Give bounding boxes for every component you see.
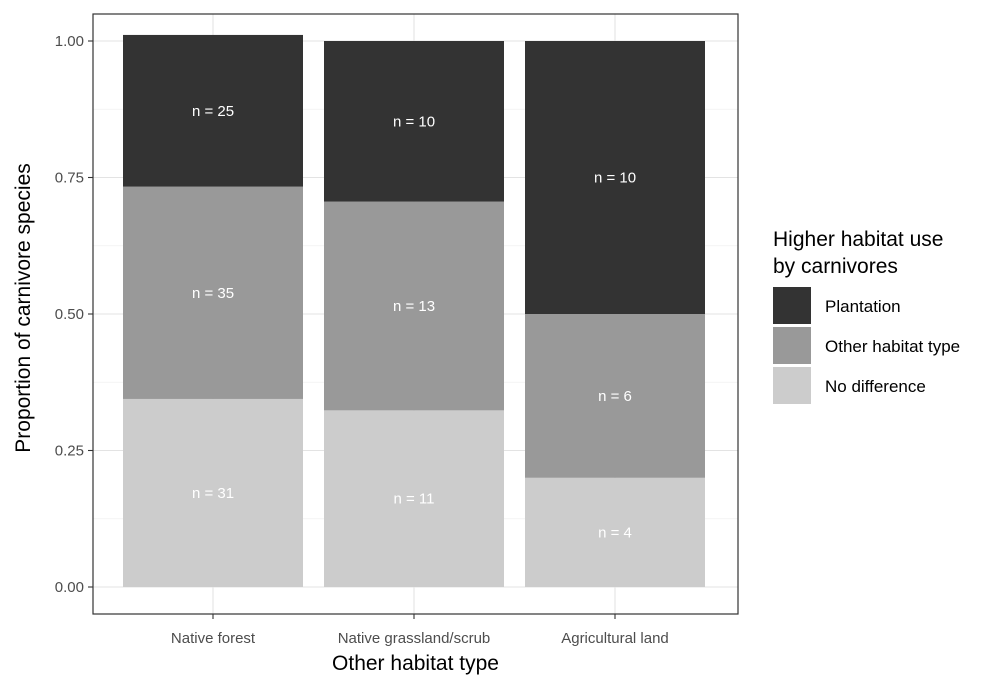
bar-count-label: n = 31: [192, 485, 234, 502]
y-tick-label: 1.00: [55, 33, 84, 50]
bar-segment: [123, 398, 303, 587]
legend-label: No difference: [825, 377, 926, 396]
x-axis: Native forest Native grassland/scrub Agric…: [171, 614, 669, 647]
bar-count-label: n = 11: [393, 491, 434, 508]
legend-title: Higher habitat use: [773, 228, 943, 251]
legend-key: [773, 287, 811, 324]
bar-segment: [324, 201, 504, 411]
legend-key: [773, 327, 811, 364]
legend-label: Plantation: [825, 297, 901, 316]
y-tick-label: 0.25: [55, 443, 84, 460]
x-tick-label: Native grassland/scrub: [338, 630, 491, 647]
y-tick-label: 0.00: [55, 579, 84, 596]
bar-segment: [123, 34, 303, 187]
bar-count-label: n = 25: [192, 103, 234, 120]
bars: [123, 34, 705, 587]
bar-count-label: n = 13: [393, 298, 435, 315]
x-tick-label: Native forest: [171, 630, 256, 647]
x-axis-title: Other habitat type: [332, 652, 499, 675]
bar-segment: [525, 477, 705, 587]
legend-key: [773, 367, 811, 404]
x-tick-label: Agricultural land: [561, 630, 669, 647]
bar-count-label: n = 35: [192, 285, 234, 302]
bar-labels: n = 31 n = 35 n = 25 n = 11 n = 13 n = 10 n = …: [192, 103, 636, 542]
y-axis: 0.00 0.25 0.50 0.75 1.00: [55, 33, 93, 596]
y-tick-label: 0.75: [55, 170, 84, 187]
legend-label: Other habitat type: [825, 337, 960, 356]
bar-count-label: n = 6: [598, 388, 632, 405]
y-axis-title: Proportion of carnivore species: [12, 163, 35, 452]
bar-segment: [324, 410, 504, 587]
bar-segment: [525, 314, 705, 478]
bar-count-label: n = 10: [393, 113, 435, 130]
bar-segment: [525, 41, 705, 314]
bar-count-label: n = 4: [598, 524, 632, 541]
bar-count-label: n = 10: [594, 170, 636, 187]
legend: Higher habitat use by carnivores Plantatio…: [773, 228, 960, 404]
legend-title: by carnivores: [773, 255, 898, 278]
y-tick-label: 0.50: [55, 306, 84, 323]
bar-segment: [324, 41, 504, 202]
bar-segment: [123, 186, 303, 399]
